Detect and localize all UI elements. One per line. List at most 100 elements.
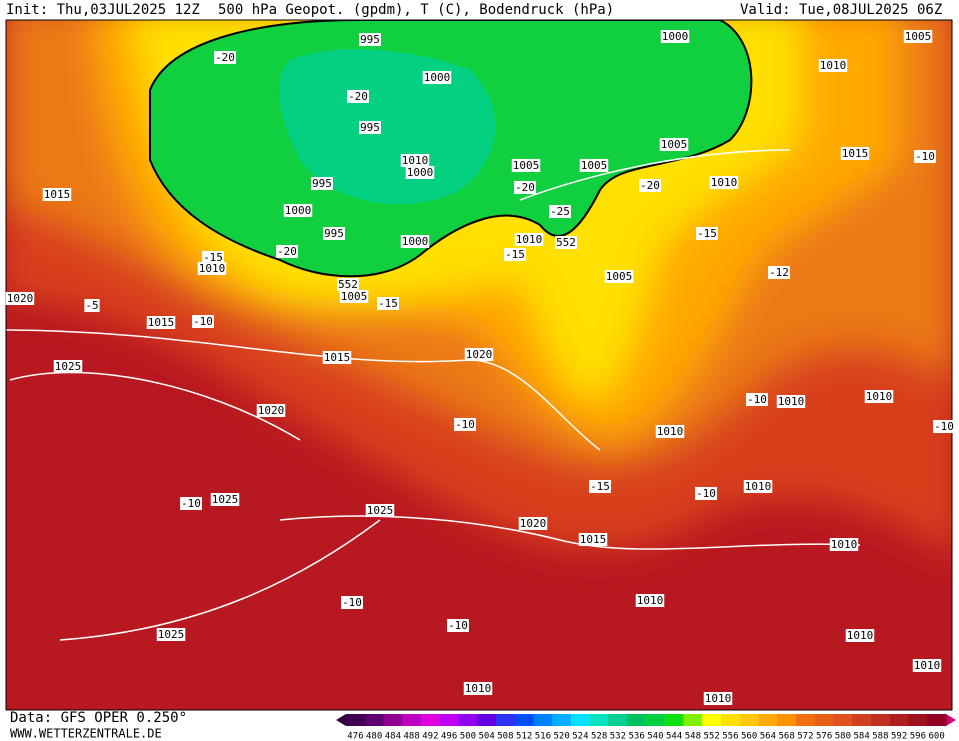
temperature-label: -15	[590, 480, 610, 493]
colorbar-swatch	[552, 714, 572, 726]
isobar-label: 1000	[402, 235, 429, 248]
temperature-label: -10	[747, 393, 767, 406]
isobar-label: 1025	[55, 360, 82, 373]
temperature-label: -20	[277, 245, 297, 258]
temperature-label-box	[696, 227, 718, 240]
map-field	[6, 20, 952, 710]
isobar-label: 1005	[606, 270, 633, 283]
isobar-label-box	[365, 504, 395, 517]
isobar-label-box	[579, 159, 609, 172]
colorbar-swatch	[383, 714, 403, 726]
colorbar-label: 504	[478, 732, 494, 741]
temperature-label-box	[347, 90, 369, 103]
isobar-label-box	[655, 425, 685, 438]
isobar-label: 1020	[7, 292, 34, 305]
isobar-label-box	[845, 629, 875, 642]
isobar-label: 995	[312, 177, 332, 190]
isobar-label-box	[156, 628, 186, 641]
temperature-label: -15	[505, 248, 525, 261]
isobar-label: 1015	[148, 316, 175, 329]
colorbar-swatch	[908, 714, 928, 726]
isobar-label-box	[323, 227, 345, 240]
isobar-label: 1010	[711, 176, 738, 189]
colorbar-label: 572	[797, 732, 813, 741]
init-time: Init: Thu,03JUL2025 12Z	[6, 2, 200, 18]
isobar-label-box	[311, 177, 333, 190]
temperature-label: -10	[455, 418, 475, 431]
isobar-label: 1010	[745, 480, 772, 493]
colorbar-swatch	[421, 714, 441, 726]
colorbar-label: 532	[610, 732, 626, 741]
isobar-label-box	[635, 594, 665, 607]
temperature-label: -10	[934, 420, 954, 433]
colorbar-swatch	[346, 714, 366, 726]
isobar-label-box	[464, 348, 494, 361]
temperature-label-box	[276, 245, 298, 258]
isobar-label: 1005	[341, 290, 368, 303]
isobar-label: 1010	[465, 682, 492, 695]
isobar-label-box	[197, 262, 227, 275]
isobar-label: 995	[324, 227, 344, 240]
isobar-label-box	[400, 154, 430, 167]
colorbar-arrow	[336, 714, 346, 726]
colorbar-label: 540	[647, 732, 663, 741]
isobar-label-box	[463, 682, 493, 695]
colorbar-label: 480	[366, 732, 382, 741]
colorbar-label: 560	[741, 732, 757, 741]
colorbar-label: 536	[628, 732, 644, 741]
colorbar-label: 484	[385, 732, 401, 741]
temperature-label: -15	[697, 227, 717, 240]
temperature-label-box	[514, 181, 536, 194]
isobar-label-box	[5, 292, 35, 305]
isobar-label-box	[703, 692, 733, 705]
colorbar-swatch	[514, 714, 534, 726]
isobar-label-box	[903, 30, 933, 43]
temperature-label-box	[447, 619, 469, 632]
isobar-label-box	[912, 659, 942, 672]
map-title: 500 hPa Geopot. (gpdm), T (C), Bodendruc…	[218, 2, 614, 18]
isobar-label-box	[555, 236, 577, 249]
isobar-label-box	[256, 404, 286, 417]
colorbar-label: 512	[516, 732, 532, 741]
isobar-label-box	[283, 204, 313, 217]
colorbar-label: 580	[835, 732, 851, 741]
isobar-label-box	[422, 71, 452, 84]
temperature-label-box	[214, 51, 236, 64]
colorbar-swatch	[927, 714, 947, 726]
isobar-label-box	[776, 395, 806, 408]
isobar-label-box	[146, 316, 176, 329]
temperature-label-box	[454, 418, 476, 431]
data-source: Data: GFS OPER 0.250°	[10, 710, 187, 726]
colorbar-swatch	[608, 714, 628, 726]
colorbar-swatch	[833, 714, 853, 726]
temperature-label-box	[914, 150, 936, 163]
isobar-label-box	[659, 138, 689, 151]
colorbar-arrow	[946, 714, 956, 726]
temperature-label: -25	[550, 205, 570, 218]
isobar-label-box	[578, 533, 608, 546]
colorbar-label: 524	[572, 732, 588, 741]
colorbar-label: 528	[591, 732, 607, 741]
colorbar-swatch	[889, 714, 909, 726]
colorbar-swatch	[402, 714, 422, 726]
colorbar-label: 544	[666, 732, 682, 741]
isobar-label-box	[339, 290, 369, 303]
temperature-label: -5	[85, 299, 98, 312]
isobar-label: 1000	[285, 204, 312, 217]
temperature-label: -20	[515, 181, 535, 194]
colorbar-swatch	[439, 714, 459, 726]
temperature-label-box	[746, 393, 768, 406]
isobar-label: 995	[360, 33, 380, 46]
isobar-label-box	[511, 159, 541, 172]
isobar-label: 1010	[778, 395, 805, 408]
colorbar-swatch	[721, 714, 741, 726]
colorbar-label: 492	[422, 732, 438, 741]
colorbar-label: 596	[910, 732, 926, 741]
temperature-label: -10	[181, 497, 201, 510]
colorbar-swatch	[871, 714, 891, 726]
temperature-label-box	[589, 480, 611, 493]
colorbar-swatch	[852, 714, 872, 726]
isobar-label-box	[359, 33, 381, 46]
colorbar-label: 600	[928, 732, 944, 741]
